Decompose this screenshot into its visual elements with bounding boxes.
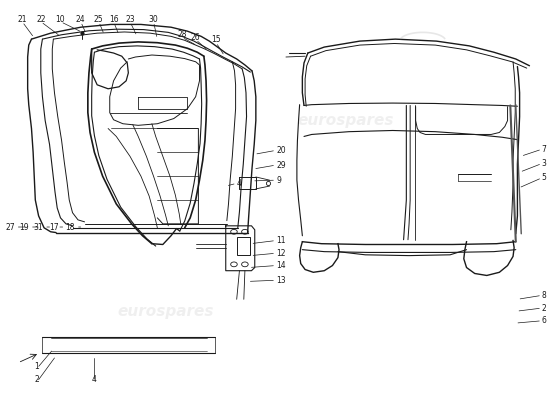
Text: 23: 23 (125, 15, 135, 24)
Text: eurospares: eurospares (298, 113, 394, 128)
Text: 22: 22 (36, 15, 46, 24)
Text: 4: 4 (92, 375, 97, 384)
Text: 13: 13 (276, 276, 285, 285)
Text: 26: 26 (191, 33, 200, 42)
Text: 19: 19 (20, 222, 29, 232)
Text: 15: 15 (211, 36, 221, 44)
Bar (236, 237, 250, 255)
Text: 17: 17 (50, 222, 59, 232)
Text: 29: 29 (276, 160, 285, 170)
Text: 30: 30 (148, 15, 158, 24)
Text: 16: 16 (109, 15, 118, 24)
Text: eurospares: eurospares (117, 304, 214, 319)
Text: 31: 31 (34, 222, 43, 232)
Text: 4: 4 (236, 179, 241, 188)
Text: 3: 3 (542, 159, 546, 168)
Text: 2: 2 (35, 375, 40, 384)
Text: 1: 1 (35, 362, 40, 370)
Text: 25: 25 (94, 15, 103, 24)
Text: 14: 14 (276, 261, 285, 270)
Text: 10: 10 (56, 15, 65, 24)
Text: 18: 18 (65, 222, 75, 232)
Text: 7: 7 (542, 145, 546, 154)
Text: 5: 5 (542, 173, 546, 182)
Text: 12: 12 (276, 249, 285, 258)
Text: 28: 28 (177, 30, 186, 39)
Text: 9: 9 (276, 176, 281, 185)
Text: 2: 2 (542, 304, 546, 312)
Text: 21: 21 (18, 15, 27, 24)
Text: 24: 24 (76, 15, 86, 24)
Text: 20: 20 (276, 146, 285, 155)
Text: 8: 8 (542, 291, 546, 300)
Text: 11: 11 (276, 236, 285, 245)
Text: 27: 27 (6, 222, 15, 232)
Text: 6: 6 (542, 316, 546, 325)
